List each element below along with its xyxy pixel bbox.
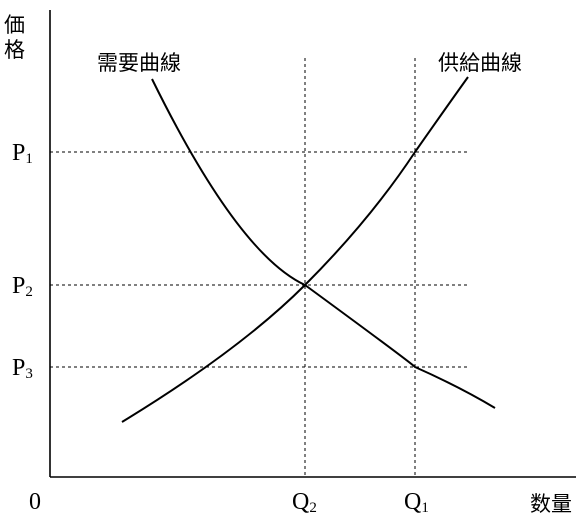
supply-curve-label: 供給曲線 [438, 51, 522, 75]
price-label-p2: P2 [12, 273, 33, 300]
origin-label: 0 [29, 489, 41, 515]
quantity-label-q2: Q2 [292, 489, 317, 516]
supply-curve [121, 76, 469, 423]
price-label-p3: P3 [12, 355, 33, 382]
demand-curve [151, 78, 496, 409]
x-axis-label: 数量 [530, 492, 572, 516]
demand-curve-label: 需要曲線 [97, 51, 181, 75]
y-axis-label-bottom: 格 [4, 38, 25, 62]
quantity-label-q1: Q1 [404, 489, 429, 516]
price-label-p1: P1 [12, 140, 33, 167]
y-axis-label-top: 価 [4, 13, 25, 37]
